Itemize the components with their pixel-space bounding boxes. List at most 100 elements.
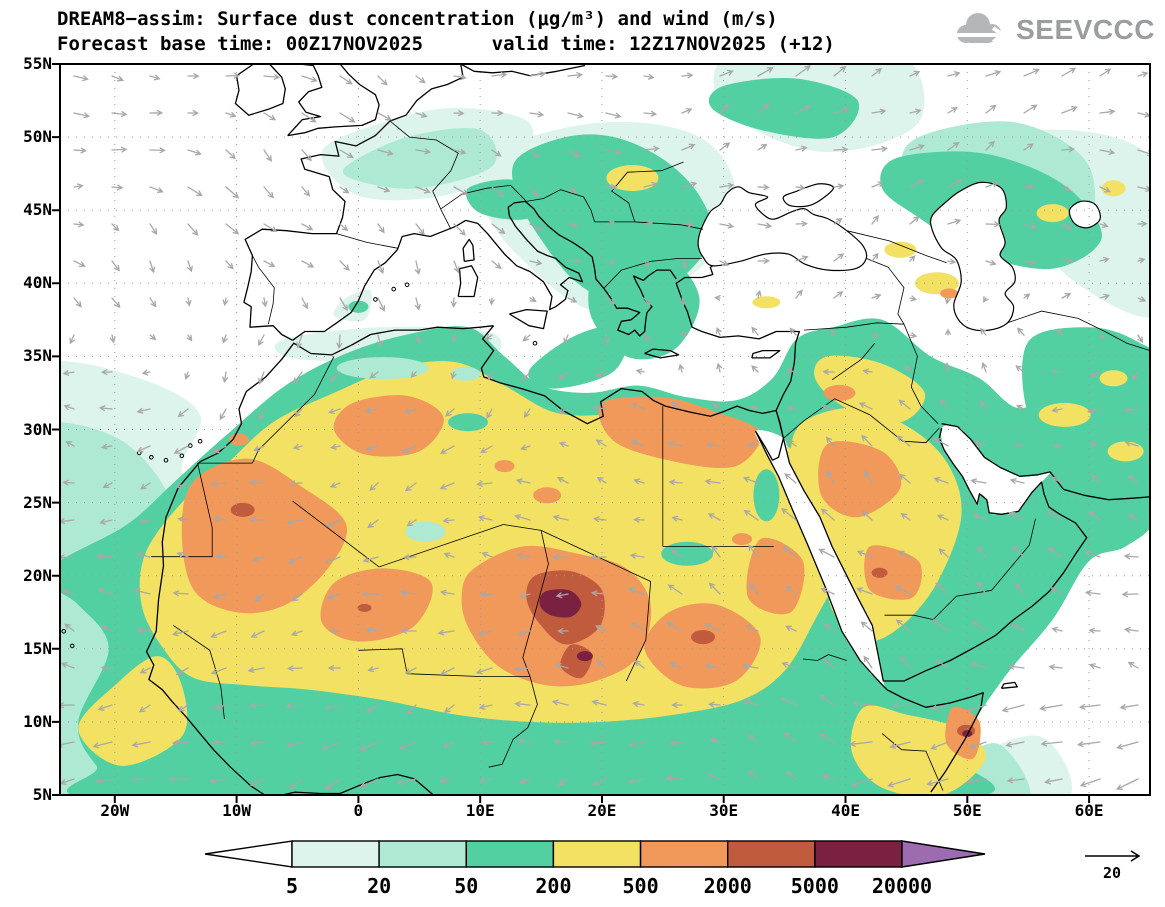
dust-region bbox=[661, 541, 714, 566]
coastline bbox=[644, 348, 680, 359]
country-border bbox=[866, 258, 905, 325]
colorbar-segment bbox=[465, 840, 555, 868]
country-border bbox=[378, 524, 504, 568]
dust-region bbox=[450, 366, 481, 381]
country-border bbox=[173, 625, 225, 720]
coastline bbox=[462, 238, 475, 263]
coastline bbox=[754, 410, 785, 461]
mask bbox=[0, 0, 60, 907]
dust-region bbox=[465, 179, 532, 220]
island bbox=[149, 455, 154, 460]
island bbox=[61, 629, 66, 634]
country-border bbox=[292, 500, 380, 568]
lon-tick-label: 0 bbox=[353, 801, 364, 820]
country-border bbox=[991, 518, 1036, 591]
coastline bbox=[457, 265, 479, 298]
coastline bbox=[145, 325, 494, 798]
lon-tick-label: 20E bbox=[587, 801, 617, 820]
dust-region bbox=[357, 603, 372, 612]
coastline bbox=[782, 427, 1088, 682]
dust-region bbox=[230, 502, 255, 517]
dust-region bbox=[1036, 204, 1069, 223]
island bbox=[373, 297, 378, 302]
dust-region bbox=[753, 469, 780, 522]
dust-region bbox=[448, 413, 488, 432]
reference-arrow-icon bbox=[1085, 850, 1141, 862]
island bbox=[69, 643, 75, 649]
dust-region bbox=[864, 545, 922, 600]
dust-region bbox=[708, 77, 860, 139]
country-border bbox=[488, 676, 538, 768]
sea-body bbox=[755, 430, 888, 690]
coastline bbox=[1000, 681, 1018, 689]
sea-body bbox=[940, 425, 1051, 515]
colorbar-label: 2000 bbox=[703, 874, 752, 898]
dust-region bbox=[752, 296, 781, 309]
dust-region bbox=[576, 651, 593, 662]
lat-tick-label: 50N bbox=[23, 127, 52, 147]
country-border bbox=[503, 524, 542, 531]
country-border bbox=[594, 221, 704, 230]
dust-region bbox=[818, 441, 902, 518]
country-border bbox=[252, 356, 335, 464]
lat-tick-label: 40N bbox=[23, 273, 52, 293]
country-border bbox=[151, 463, 213, 558]
colorbar-segment bbox=[727, 840, 816, 868]
chart-subtitle: Forecast base time: 00Z17NOV2025 valid t… bbox=[57, 33, 835, 55]
lat-tick-label: 35N bbox=[23, 346, 52, 366]
lon-tick-label: 40E bbox=[831, 801, 860, 820]
country-border bbox=[526, 189, 595, 223]
country-border bbox=[440, 184, 527, 210]
lat-tick-label: 30N bbox=[23, 419, 52, 439]
colorbar bbox=[204, 840, 986, 868]
dust-region bbox=[598, 396, 761, 469]
lon-tick-label: 60E bbox=[1074, 801, 1104, 820]
country-border bbox=[831, 342, 876, 381]
wind-reference-label: 20 bbox=[1102, 864, 1122, 882]
coastline bbox=[287, 63, 380, 137]
lat-tick-label: 25N bbox=[23, 492, 52, 512]
coastline bbox=[460, 63, 586, 77]
coastline bbox=[234, 63, 286, 116]
dust-region bbox=[823, 384, 856, 401]
country-border bbox=[625, 581, 652, 682]
coastline bbox=[751, 349, 781, 359]
coastline bbox=[275, 773, 436, 798]
mask bbox=[1150, 0, 1165, 907]
dust-region bbox=[814, 355, 926, 423]
colorbar-segment bbox=[901, 840, 986, 868]
colorbar-label: 5 bbox=[285, 874, 299, 898]
seevccc-logo: SEEVCCC bbox=[951, 12, 1155, 48]
island bbox=[391, 286, 397, 292]
dust-region bbox=[1107, 441, 1144, 462]
colorbar-segment bbox=[639, 840, 729, 868]
dust-region bbox=[320, 568, 433, 642]
coastline bbox=[287, 63, 323, 137]
colorbar-label: 500 bbox=[622, 874, 659, 898]
dust-region bbox=[1038, 402, 1091, 427]
colorbar-segment bbox=[291, 840, 380, 868]
island bbox=[404, 282, 410, 288]
logo-text: SEEVCCC bbox=[1016, 14, 1155, 45]
dust-region bbox=[746, 537, 805, 615]
dust-region bbox=[871, 567, 888, 578]
dust-region bbox=[528, 324, 629, 389]
coastline bbox=[480, 265, 800, 425]
coastline bbox=[243, 63, 464, 341]
colorbar-label: 20 bbox=[367, 874, 392, 898]
sea-body bbox=[782, 183, 835, 208]
colorbar-label: 50 bbox=[454, 874, 479, 898]
lon-tick-label: 50E bbox=[952, 801, 982, 820]
sea-body bbox=[1068, 200, 1101, 229]
graticule bbox=[60, 64, 1150, 795]
country-border bbox=[783, 398, 835, 439]
dust-region bbox=[1099, 370, 1128, 387]
coastline bbox=[465, 200, 677, 337]
dust-region bbox=[494, 460, 515, 473]
lon-tick-label: 20W bbox=[100, 801, 130, 820]
lon-tick-label: 30E bbox=[709, 801, 739, 820]
lon-tick-label: 10W bbox=[222, 801, 252, 820]
dust-region bbox=[691, 630, 715, 645]
